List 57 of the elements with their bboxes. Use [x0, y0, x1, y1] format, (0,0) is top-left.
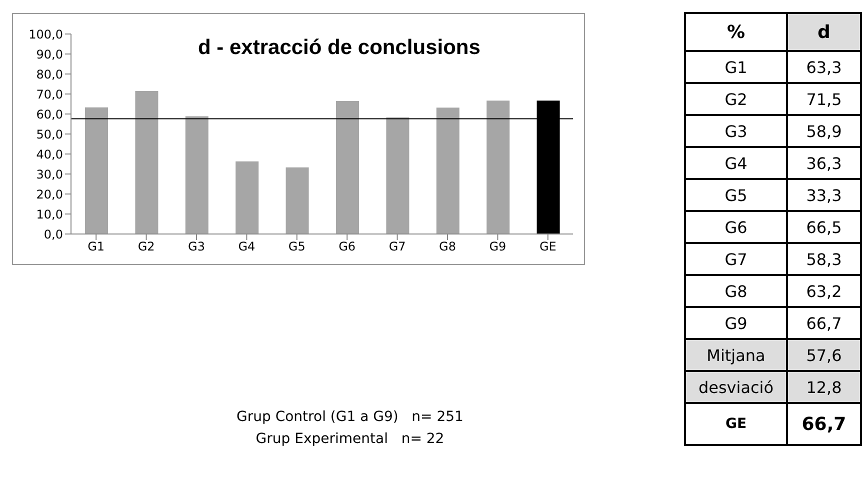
x-tick-label: G5 [288, 240, 306, 254]
text: 63,3 [806, 58, 842, 76]
category-label: Mitjana [685, 339, 787, 371]
y-tick-label: 0,0 [44, 227, 63, 242]
bar [386, 117, 410, 234]
category-label: G5 [685, 179, 787, 211]
category-label: G3 [685, 115, 787, 147]
category-label: G2 [685, 83, 787, 115]
text: 12,8 [806, 378, 842, 396]
text: 36,3 [806, 154, 842, 172]
bar [135, 91, 158, 234]
x-tick-label: G3 [188, 240, 205, 254]
category-label: G8 [685, 275, 787, 307]
x-tick-label: G2 [138, 240, 155, 254]
text: 33,3 [806, 186, 842, 204]
x-tick-label: G6 [338, 240, 356, 254]
x-tick-label: G8 [439, 240, 456, 254]
x-tick-label: GE [539, 240, 556, 254]
text: 66,7 [806, 314, 842, 332]
bar [436, 108, 460, 234]
text: % [685, 13, 787, 51]
category-label: desviació [685, 371, 787, 403]
text: Grup Control (G1 a G9) n= 251 [236, 408, 464, 427]
text: 71,5 [806, 90, 842, 108]
y-tick-label: 30,0 [36, 167, 63, 182]
y-tick-label: 20,0 [36, 187, 63, 202]
y-tick-label: 70,0 [36, 87, 63, 102]
text: 66,5 [806, 218, 842, 236]
text: d [787, 13, 861, 51]
text: 66,7 [802, 414, 846, 434]
y-tick-label: 90,0 [36, 47, 63, 62]
y-tick-label: 40,0 [36, 147, 63, 162]
y-tick-label: 10,0 [36, 207, 63, 222]
x-tick-label: G1 [88, 240, 105, 254]
text: 58,9 [806, 122, 842, 140]
bar [185, 116, 208, 234]
x-tick-label: G9 [489, 240, 506, 254]
category-label: GE [685, 403, 787, 445]
bar [486, 100, 510, 234]
y-tick-label: 100,0 [28, 27, 63, 42]
category-label: G9 [685, 307, 787, 339]
bar [336, 101, 359, 234]
y-tick-label: 80,0 [36, 67, 63, 82]
text: 63,2 [806, 282, 842, 300]
category-label: G1 [685, 51, 787, 83]
chart-title: d - extracció de conclusions [198, 36, 480, 60]
y-tick-label: 60,0 [36, 107, 63, 122]
bar [85, 107, 108, 234]
text: 58,3 [806, 250, 842, 268]
x-tick-label: G7 [388, 240, 406, 254]
category-label: G4 [685, 147, 787, 179]
text: 57,6 [806, 346, 842, 364]
x-tick-label: G4 [238, 240, 256, 254]
text: Grup Experimental n= 22 [254, 430, 446, 449]
bar [286, 167, 309, 234]
bar [236, 161, 259, 234]
y-tick-label: 50,0 [36, 127, 63, 142]
